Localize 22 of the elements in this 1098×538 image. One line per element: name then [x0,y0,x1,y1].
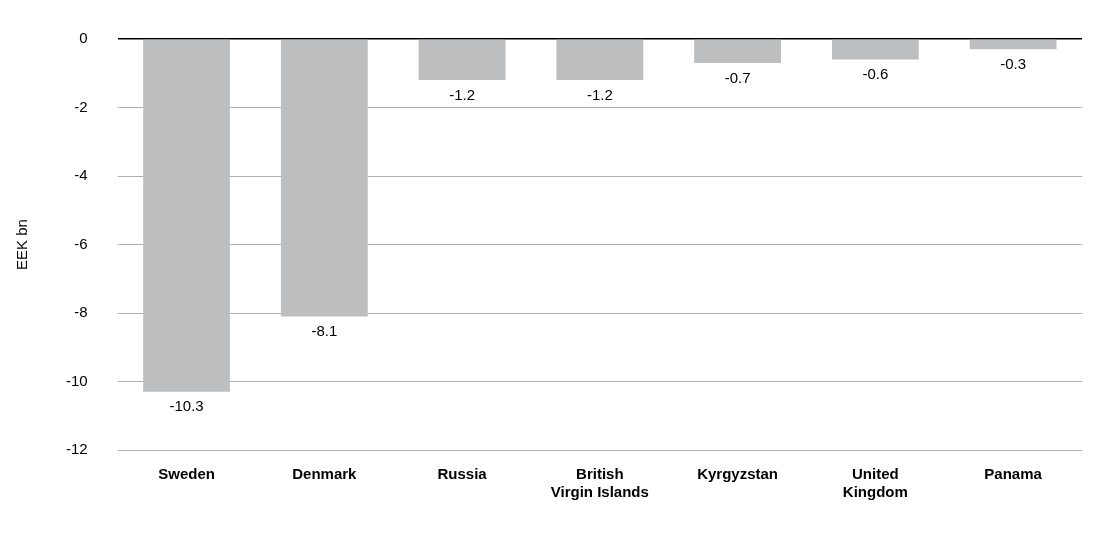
x-tick-label: Panama [984,465,1043,483]
data-label: -1.2 [449,85,476,103]
x-tick-label: British Virgin Islands [550,465,649,501]
data-label: -8.1 [311,322,338,340]
data-label: -10.3 [169,397,204,415]
y-axis-title: EEK bn [13,219,31,270]
data-label: -0.3 [1000,54,1027,72]
x-tick-label: United Kingdom [842,465,908,501]
x-tick-label: Kyrgyzstan [697,465,779,483]
y-tick-label: -6 [74,234,88,252]
y-tick-label: -12 [65,440,88,458]
data-label: -0.6 [862,65,889,83]
y-tick-label: -8 [74,303,88,321]
y-tick-label: -10 [65,371,88,389]
data-label: -0.7 [724,68,751,86]
y-tick-label: -2 [74,97,88,115]
x-tick-label: Russia [437,465,488,483]
y-tick-label: -4 [74,166,88,184]
y-tick-label: 0 [79,29,88,47]
x-tick-label: Sweden [158,465,215,483]
x-tick-label: Denmark [292,465,358,483]
data-label: -1.2 [586,85,613,103]
